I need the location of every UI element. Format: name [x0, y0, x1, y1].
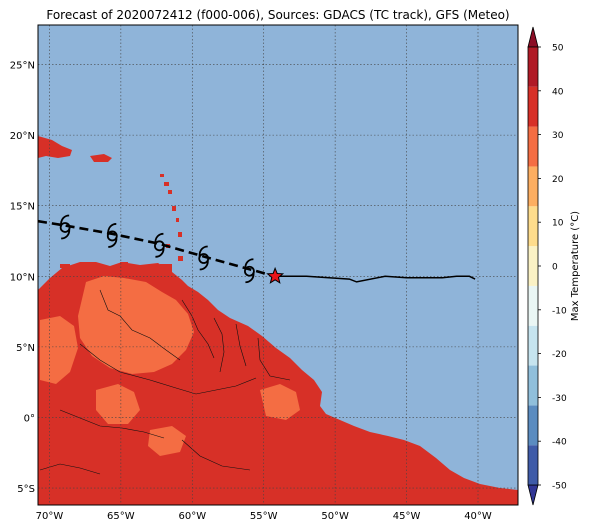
country-borders: [39, 289, 291, 475]
colorbar-extend-max: [527, 26, 539, 48]
lat-tick-label: 5°S: [17, 484, 35, 495]
colorbar-tick-label: -40: [552, 438, 567, 448]
colorbar-segment: [528, 445, 538, 485]
land-warm-patch: [96, 384, 140, 424]
lon-tick-label: 60°W: [178, 511, 206, 522]
colorbar-tick-label: -30: [552, 394, 567, 404]
island: [164, 182, 169, 186]
storm-symbol: [244, 258, 255, 284]
colorbar-segment: [528, 285, 538, 326]
island-hispaniola: [38, 136, 72, 158]
longitude-tick-labels: 70°W 65°W 60°W 55°W 50°W 45°W 40°W: [36, 511, 492, 522]
storm-symbol: [59, 214, 71, 240]
island: [176, 218, 179, 222]
land-temperature-field: [38, 136, 518, 505]
land-warm-patch: [260, 384, 300, 420]
lon-tick-label: 45°W: [393, 511, 421, 522]
colorbar-segments: [527, 26, 539, 506]
island-trinidad: [160, 264, 172, 272]
colorbar-tick-label: -20: [552, 350, 567, 360]
cyclone-forecast-track: [38, 219, 276, 278]
lon-tick-label: 50°W: [321, 511, 349, 522]
lat-tick-label: 10°N: [10, 272, 35, 283]
colorbar-segment: [528, 126, 538, 167]
colorbar-tick-label: -10: [552, 306, 567, 316]
colorbar-segment: [528, 206, 538, 247]
current-position-star: [266, 266, 285, 284]
colorbar-extend-min: [527, 484, 539, 506]
latitude-tick-labels: 25°N 20°N 15°N 10°N 5°N 0° 5°S: [10, 61, 35, 496]
lat-tick-label: 0°: [24, 413, 35, 424]
colorbar-segment: [528, 86, 538, 127]
colorbar-label: Max Temperature (°C): [570, 211, 581, 321]
figure-title: Forecast of 2020072412 (f000-006), Sourc…: [46, 8, 509, 22]
lon-tick-label: 65°W: [107, 511, 135, 522]
colorbar-segment: [528, 47, 538, 87]
map-panel: 70°W 65°W 60°W 55°W 50°W 45°W 40°W 25°N 20°N 15°…: [10, 24, 519, 522]
colorbar-tick-label: 20: [552, 175, 564, 185]
lon-tick-label: 70°W: [36, 511, 64, 522]
island: [178, 256, 183, 261]
colorbar-tick-labels: 50 40 30 20 10 0 -10 -20 -30 -40 -50: [538, 44, 567, 492]
lat-tick-label: 20°N: [10, 131, 35, 142]
colorbar-tick-label: 0: [552, 263, 558, 273]
colorbar-segment: [528, 365, 538, 406]
map-frame: [37, 24, 519, 506]
colorbar-tick-label: -50: [552, 482, 567, 492]
lon-tick-label: 55°W: [250, 511, 278, 522]
island: [178, 232, 182, 237]
temperature-colorbar: 50 40 30 20 10 0 -10 -20 -30 -40 -50 Max Temperatu…: [527, 26, 581, 506]
storm-symbol: [198, 245, 210, 271]
colorbar-segment: [528, 405, 538, 446]
colorbar-segment: [528, 166, 538, 207]
colorbar-tick-label: 30: [552, 131, 564, 141]
island: [160, 174, 164, 177]
storm-symbol: [106, 223, 118, 248]
land-warm-patch: [148, 426, 186, 456]
colorbar-tick-label: 50: [552, 44, 564, 54]
island-puerto-rico: [90, 154, 112, 162]
lat-tick-label: 5°N: [16, 343, 35, 354]
island: [120, 262, 128, 266]
lat-tick-label: 15°N: [10, 202, 35, 213]
cyclone-past-track: [275, 275, 476, 283]
map-gridlines: [38, 25, 518, 505]
colorbar-tick-label: 10: [552, 219, 564, 229]
lat-tick-label: 25°N: [10, 61, 35, 72]
storm-symbol-group: [59, 214, 255, 284]
storm-symbol: [154, 232, 165, 258]
colorbar-segment: [528, 246, 538, 286]
island: [60, 264, 70, 268]
lon-tick-label: 40°W: [464, 511, 492, 522]
island: [168, 190, 172, 194]
colorbar-segment: [528, 325, 538, 366]
island: [172, 206, 176, 211]
colorbar-tick-label: 40: [552, 87, 564, 97]
